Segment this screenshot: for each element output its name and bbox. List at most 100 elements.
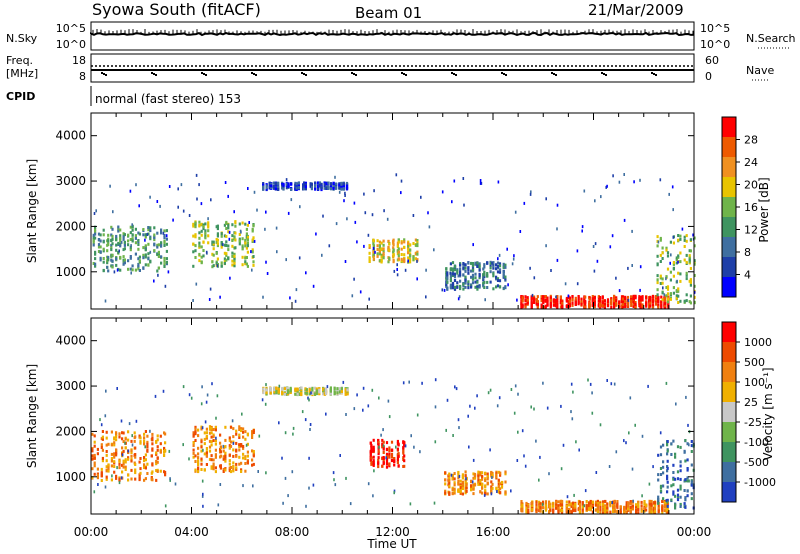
heatmap-cell bbox=[139, 441, 142, 445]
heatmap-cell bbox=[147, 228, 150, 232]
heatmap-cell bbox=[100, 471, 103, 475]
heatmap-cell bbox=[330, 182, 333, 186]
heatmap-cell bbox=[96, 452, 99, 456]
heatmap-cell bbox=[228, 237, 231, 241]
heatmap-cell bbox=[581, 229, 583, 233]
heatmap-cell bbox=[631, 467, 634, 471]
heatmap-cell bbox=[235, 448, 238, 452]
heatmap-cell bbox=[212, 242, 215, 246]
heatmap-cell bbox=[649, 301, 652, 305]
heatmap-cell bbox=[482, 276, 484, 280]
heatmap-cell bbox=[683, 489, 686, 492]
heatmap-cell bbox=[574, 508, 577, 512]
heatmap-cell bbox=[203, 452, 206, 456]
colorbar-tick-label: 12 bbox=[744, 224, 758, 237]
heatmap-cell bbox=[200, 255, 203, 259]
heatmap-cell bbox=[105, 475, 108, 479]
heatmap-cell bbox=[289, 389, 292, 393]
heatmap-cell bbox=[578, 510, 581, 514]
heatmap-cell bbox=[666, 500, 669, 504]
heatmap-cell bbox=[396, 459, 399, 462]
heatmap-cell bbox=[407, 244, 410, 248]
heatmap-cell bbox=[134, 234, 137, 238]
heatmap-cell bbox=[576, 282, 579, 286]
heatmap-cell bbox=[653, 509, 657, 513]
heatmap-cell bbox=[120, 476, 123, 480]
heatmap-cell bbox=[159, 450, 162, 453]
heatmap-cell bbox=[560, 404, 562, 408]
heatmap-cell bbox=[689, 283, 692, 287]
heatmap-cell bbox=[565, 298, 568, 302]
heatmap-cell bbox=[616, 500, 619, 503]
heatmap-cell bbox=[396, 439, 399, 443]
heatmap-cell bbox=[356, 240, 358, 244]
heatmap-cell bbox=[478, 285, 481, 289]
heatmap-cell bbox=[477, 472, 480, 476]
heatmap-cell bbox=[388, 452, 391, 456]
heatmap-cell bbox=[160, 244, 163, 248]
heatmap-cell bbox=[520, 305, 523, 309]
heatmap-cell bbox=[264, 402, 267, 406]
heatmap-cell bbox=[385, 441, 389, 445]
heatmap-cell bbox=[478, 265, 481, 269]
heatmap-cell bbox=[567, 294, 570, 298]
heatmap-cell bbox=[212, 433, 215, 437]
heatmap-cell bbox=[683, 235, 686, 239]
heatmap-cell bbox=[421, 381, 423, 385]
heatmap-cell bbox=[298, 256, 301, 260]
heatmap-cell bbox=[578, 507, 581, 510]
heatmap-cell bbox=[648, 482, 651, 486]
heatmap-cell bbox=[483, 280, 486, 284]
heatmap-cell bbox=[111, 237, 114, 241]
heatmap-cell bbox=[559, 298, 562, 302]
heatmap-cell bbox=[200, 468, 203, 471]
heatmap-cell bbox=[223, 243, 226, 247]
heatmap-cell bbox=[396, 273, 399, 277]
heatmap-cell bbox=[372, 445, 375, 449]
heatmap-cell bbox=[370, 456, 373, 460]
heatmap-cell bbox=[118, 249, 120, 253]
heatmap-cell bbox=[234, 221, 237, 225]
heatmap-cell bbox=[403, 245, 406, 249]
heatmap-cell bbox=[318, 390, 321, 394]
heatmap-cell bbox=[650, 499, 653, 503]
freq-tick-bottom: 8 bbox=[79, 70, 86, 83]
heatmap-cell bbox=[253, 190, 256, 194]
heatmap-cell bbox=[599, 510, 602, 514]
heatmap-cell bbox=[228, 462, 231, 466]
freq-dot bbox=[303, 73, 305, 75]
y-tick-label: 4000 bbox=[55, 334, 86, 348]
heatmap-cell bbox=[593, 269, 596, 273]
heatmap-cell bbox=[229, 470, 233, 474]
heatmap-cell bbox=[182, 209, 185, 213]
freq-dot bbox=[555, 74, 557, 76]
heatmap-cell bbox=[677, 287, 680, 291]
heatmap-cell bbox=[689, 238, 692, 242]
heatmap-cell bbox=[630, 301, 633, 305]
heatmap-cell bbox=[326, 385, 329, 389]
heatmap-cell bbox=[470, 487, 473, 491]
heatmap-cell bbox=[121, 431, 124, 435]
heatmap-cell bbox=[651, 305, 655, 309]
heatmap-cell bbox=[164, 449, 167, 453]
heatmap-cell bbox=[589, 504, 592, 508]
heatmap-cell bbox=[635, 503, 638, 507]
heatmap-cell bbox=[390, 452, 394, 456]
heatmap-cell bbox=[385, 456, 387, 460]
heatmap-cell bbox=[258, 434, 261, 438]
heatmap-cell bbox=[210, 426, 213, 430]
heatmap-cell bbox=[548, 505, 551, 509]
heatmap-cell bbox=[692, 233, 694, 237]
freq-dot bbox=[351, 72, 353, 74]
heatmap-cell bbox=[378, 396, 380, 400]
heatmap-cell bbox=[91, 432, 94, 436]
heatmap-cell bbox=[208, 439, 212, 443]
heatmap-cell bbox=[463, 203, 465, 207]
heatmap-cell bbox=[378, 252, 381, 256]
heatmap-cell bbox=[462, 266, 465, 270]
heatmap-cell bbox=[645, 301, 648, 305]
heatmap-cell bbox=[111, 265, 114, 269]
heatmap-cell bbox=[521, 508, 524, 512]
heatmap-cell bbox=[194, 427, 197, 431]
heatmap-cell bbox=[245, 262, 248, 266]
